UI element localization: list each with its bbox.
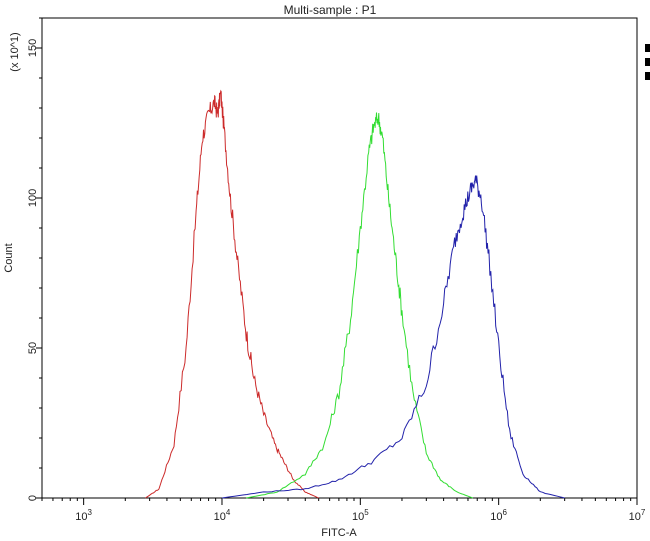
series-line-3 [221, 175, 565, 499]
legend-mark [645, 72, 650, 80]
y-tick-label: 50 [27, 342, 39, 354]
legend-mark [645, 44, 650, 52]
chart-title: Multi-sample : P1 [284, 3, 377, 17]
x-tick-label: 107 [629, 508, 646, 523]
y-axis-title: Count [3, 243, 15, 272]
x-tick-label: 105 [352, 508, 369, 523]
legend-mark [645, 58, 650, 66]
series-line-2 [246, 112, 473, 499]
x-axis-title: FITC-A [321, 527, 357, 539]
plot-frame [41, 17, 638, 499]
y-tick-label: 0 [27, 495, 39, 501]
y-multiplier-label: (x 10^1) [9, 32, 21, 71]
y-tick-label: 150 [27, 39, 39, 57]
ticks-layer: 103 104 105 106 107 0 50 100 150 [27, 17, 646, 523]
x-tick-label: 103 [75, 508, 92, 523]
x-tick-label: 106 [490, 508, 507, 523]
series-layer [145, 89, 565, 499]
x-tick-label: 104 [214, 508, 231, 523]
y-tick-label: 100 [27, 189, 39, 207]
series-line-1 [145, 89, 319, 499]
